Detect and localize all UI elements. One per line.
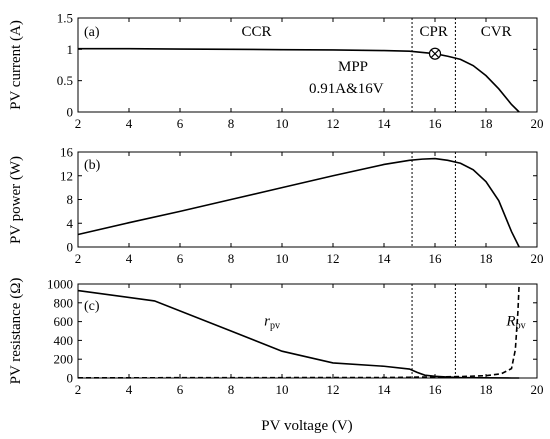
series-line-Rpv bbox=[77, 283, 520, 379]
x-tick-label: 6 bbox=[177, 382, 184, 397]
y-tick-label: 1 bbox=[67, 42, 74, 57]
region-label-cvr: CVR bbox=[481, 24, 512, 40]
series-label-Rpv: Rpv bbox=[505, 313, 525, 331]
x-tick-label: 8 bbox=[228, 116, 235, 131]
series-label-subscript: pv bbox=[516, 320, 526, 331]
x-tick-label: 4 bbox=[126, 251, 133, 266]
x-tick-label: 2 bbox=[75, 382, 82, 397]
x-tick-label: 14 bbox=[378, 251, 392, 266]
series-line-rpv bbox=[77, 289, 520, 379]
panel-b: (b) 2 4 6 8 10 12 14 16 18 20 0 4 8 12 16 PV power (W) bbox=[8, 145, 544, 267]
x-tick-label: 14 bbox=[378, 116, 392, 131]
y-tick-label: 1.5 bbox=[57, 11, 73, 26]
panel-c-ylabel: PV resistance (Ω) bbox=[8, 278, 24, 385]
region-label-ccr: CCR bbox=[241, 24, 271, 40]
panel-b-frame bbox=[77, 151, 538, 248]
y-tick-label: 8 bbox=[67, 192, 74, 207]
x-tick-label: 10 bbox=[276, 251, 289, 266]
panel-a-region-labels: CCR CPR CVR bbox=[241, 24, 511, 40]
x-tick-label: 12 bbox=[327, 116, 340, 131]
x-tick-label: 20 bbox=[531, 116, 544, 131]
x-tick-label: 16 bbox=[429, 116, 443, 131]
panel-c-label: (c) bbox=[84, 299, 100, 314]
series-label-rpv: rpv bbox=[264, 313, 280, 331]
x-tick-label: 6 bbox=[177, 116, 184, 131]
series-label-main: R bbox=[505, 313, 515, 329]
region-label-cpr: CPR bbox=[420, 24, 448, 40]
y-tick-label: 0 bbox=[67, 240, 74, 255]
series-line-a bbox=[78, 47, 520, 113]
x-tick-label: 4 bbox=[126, 382, 133, 397]
x-tick-label: 18 bbox=[480, 251, 493, 266]
x-tick-label: 16 bbox=[429, 382, 443, 397]
panel-a-ylabel: PV current (A) bbox=[8, 20, 24, 110]
x-tick-label: 18 bbox=[480, 116, 493, 131]
x-tick-label: 18 bbox=[480, 382, 493, 397]
panel-c-series-labels: rpv Rpv bbox=[264, 313, 525, 331]
mpp-marker bbox=[428, 47, 442, 60]
panel-a-series bbox=[78, 47, 520, 113]
y-tick-label: 800 bbox=[54, 295, 74, 310]
x-tick-label: 8 bbox=[228, 382, 235, 397]
y-tick-label: 12 bbox=[60, 168, 73, 183]
panel-c-frame bbox=[77, 283, 538, 379]
x-tick-label: 4 bbox=[126, 116, 133, 131]
y-tick-label: 16 bbox=[60, 145, 74, 160]
panel-a: (a) 2 4 6 8 10 12 14 16 18 20 0 0.5 1 1.5 CCR CPR CVR M… bbox=[8, 11, 544, 132]
x-tick-label: 12 bbox=[327, 251, 340, 266]
panel-a-label: (a) bbox=[84, 25, 100, 40]
panel-a-ticks: 2 4 6 8 10 12 14 16 18 20 0 0.5 1 1.5 bbox=[57, 11, 544, 132]
y-tick-label: 0 bbox=[67, 105, 74, 120]
panel-b-series bbox=[77, 157, 520, 248]
x-tick-label: 16 bbox=[429, 251, 443, 266]
y-tick-label: 0 bbox=[67, 371, 74, 386]
panel-b-label: (b) bbox=[84, 158, 101, 173]
x-tick-label: 6 bbox=[177, 251, 184, 266]
panel-b-ylabel: PV power (W) bbox=[8, 156, 24, 244]
x-tick-label: 20 bbox=[531, 382, 544, 397]
series-label-subscript: pv bbox=[270, 320, 280, 331]
x-tick-label: 2 bbox=[75, 116, 82, 131]
x-tick-label: 8 bbox=[228, 251, 235, 266]
x-tick-label: 14 bbox=[378, 382, 392, 397]
x-axis-label: PV voltage (V) bbox=[261, 418, 352, 434]
y-tick-label: 1000 bbox=[47, 277, 73, 292]
y-tick-label: 600 bbox=[54, 314, 74, 329]
x-tick-label: 10 bbox=[276, 116, 289, 131]
mpp-cross bbox=[430, 49, 440, 58]
panel-a-frame bbox=[77, 17, 538, 113]
series-label-main: r bbox=[264, 313, 270, 329]
x-tick-label: 20 bbox=[531, 251, 544, 266]
panel-c-series bbox=[77, 283, 520, 379]
panel-b-ticks: 2 4 6 8 10 12 14 16 18 20 0 4 8 12 16 bbox=[60, 145, 544, 267]
mpp-label: MPP bbox=[338, 59, 368, 75]
y-tick-label: 400 bbox=[54, 333, 74, 348]
y-tick-label: 4 bbox=[67, 216, 74, 231]
x-tick-label: 12 bbox=[327, 382, 340, 397]
y-tick-label: 0.5 bbox=[57, 73, 73, 88]
panel-c-region-lines bbox=[411, 284, 456, 378]
series-line-b bbox=[77, 157, 520, 248]
x-tick-label: 10 bbox=[276, 382, 289, 397]
x-tick-label: 2 bbox=[75, 251, 82, 266]
panel-b-region-lines bbox=[411, 152, 456, 247]
mpp-value-label: 0.91A&16V bbox=[309, 81, 384, 97]
y-tick-label: 200 bbox=[54, 352, 74, 367]
